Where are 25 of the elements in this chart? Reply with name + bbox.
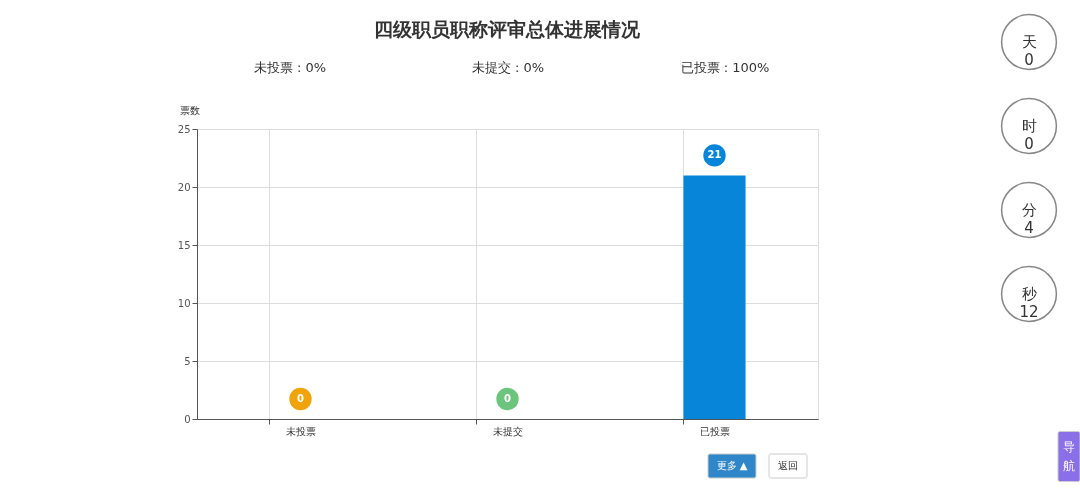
text: 返回 <box>778 460 798 471</box>
text: 分 4 <box>1021 201 1037 237</box>
data-label: 0 <box>297 393 305 404</box>
y-tick-label: 0 <box>184 413 191 425</box>
data-label: 21 <box>707 149 722 161</box>
data-label: 0 <box>504 393 512 404</box>
chart-title: 四级职员职称评审总体进展情况 <box>374 18 641 40</box>
text: 更多 ▲ <box>716 460 748 471</box>
x-tick-label: 未投票 <box>285 425 316 437</box>
x-tick-label: 已投票 <box>699 425 730 437</box>
text: 航 <box>1063 459 1075 473</box>
y-axis-title: 票数 <box>179 104 200 116</box>
text: 未投票 : 0% <box>253 60 327 75</box>
text: 秒 12 <box>1019 285 1039 321</box>
y-tick-label: 5 <box>184 355 191 367</box>
text: 天 0 <box>1021 33 1037 69</box>
y-tick-label: 25 <box>177 123 191 135</box>
y-tick-label: 15 <box>177 239 191 251</box>
text: 导 <box>1063 440 1075 454</box>
text: 时 0 <box>1021 117 1037 153</box>
text: 未提交 : 0% <box>471 60 545 75</box>
text: 已投票 : 100% <box>680 60 770 75</box>
y-tick-label: 10 <box>177 297 191 309</box>
x-tick-label: 未提交 <box>492 425 523 437</box>
y-tick-label: 20 <box>177 181 191 193</box>
